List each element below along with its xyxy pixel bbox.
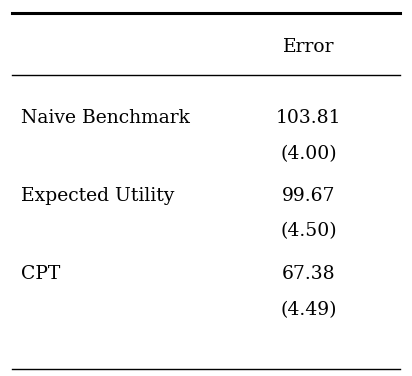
Text: (4.49): (4.49)	[281, 301, 337, 319]
Text: Expected Utility: Expected Utility	[21, 186, 174, 205]
Text: CPT: CPT	[21, 265, 60, 284]
Text: Error: Error	[283, 38, 335, 56]
Text: 67.38: 67.38	[282, 265, 336, 284]
Text: (4.50): (4.50)	[281, 222, 337, 240]
Text: (4.00): (4.00)	[281, 145, 337, 163]
Text: 103.81: 103.81	[276, 109, 342, 127]
Text: 99.67: 99.67	[282, 186, 336, 205]
Text: Naive Benchmark: Naive Benchmark	[21, 109, 190, 127]
